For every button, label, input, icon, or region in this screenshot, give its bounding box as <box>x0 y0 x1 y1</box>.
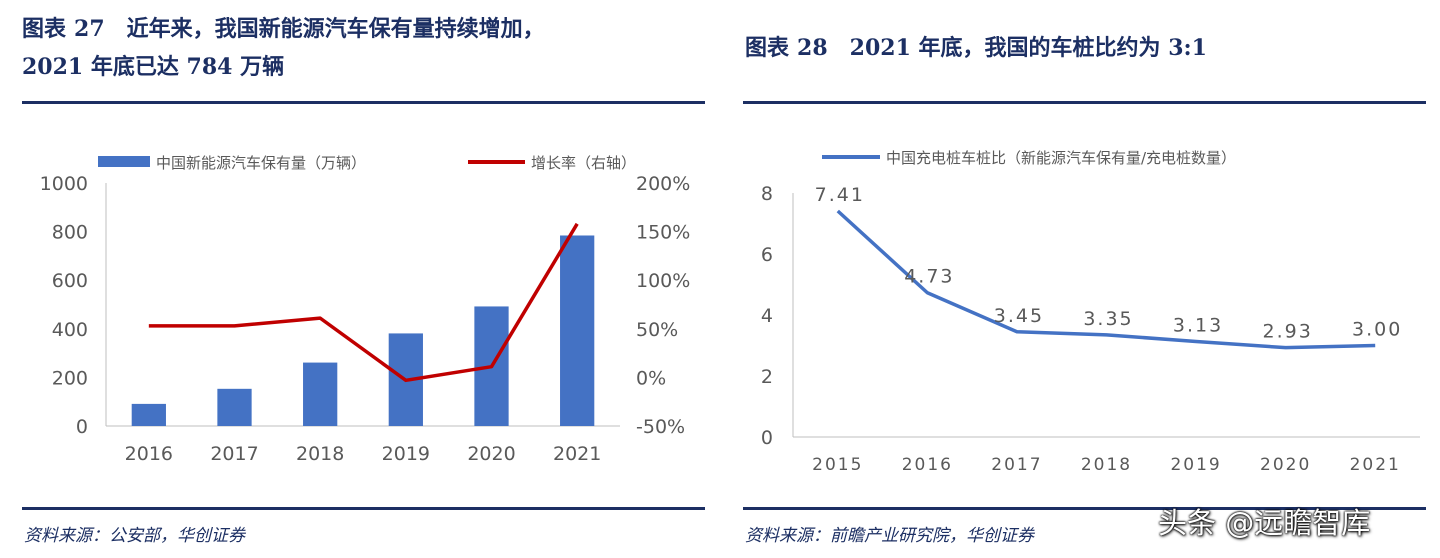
ratio-x-tick-label: 2020 <box>1260 455 1311 475</box>
right-axis-tick-label: -50% <box>636 416 685 438</box>
legend-bar-swatch <box>98 156 150 167</box>
ratio-data-label: 4.73 <box>904 266 954 288</box>
left-y-tick-label: 1000 <box>40 173 88 195</box>
ratio-x-tick-label: 2017 <box>991 455 1042 475</box>
left-y-tick-label: 800 <box>52 222 88 244</box>
ratio-line <box>836 209 1376 350</box>
ratio-data-label: 3.00 <box>1352 319 1402 341</box>
left-title-rule <box>22 101 705 104</box>
right-source-rule <box>743 507 1426 510</box>
right-axis-tick-label: 100% <box>636 270 690 292</box>
right-chart: 中国充电桩车桩比（新能源汽车保有量/充电桩数量） 0 2 4 6 8 2015 2016 2… <box>761 149 1420 475</box>
legend-bar-label: 中国新能源汽车保有量（万辆） <box>156 154 366 172</box>
bar-2017 <box>217 388 252 426</box>
legend-ratio-label: 中国充电桩车桩比（新能源汽车保有量/充电桩数量） <box>886 149 1236 167</box>
ratio-data-label: 3.13 <box>1173 315 1223 337</box>
ratio-x-tick-label: 2021 <box>1350 455 1401 475</box>
right-title-rule <box>743 101 1426 104</box>
right-axis-tick-label: 50% <box>636 319 678 341</box>
right-title-prefix: 图表 <box>745 35 790 61</box>
watermark: 头条 @远瞻智库 <box>1158 506 1371 540</box>
left-chart-title: 图表 27 近年来，我国新能源汽车保有量持续增加， 2021 年底已达 784 万辆 <box>22 10 545 86</box>
bar-2021 <box>560 235 595 426</box>
left-title-line2: 2021 年底已达 784 万辆 <box>22 54 285 80</box>
left-x-tick-label: 2016 <box>125 443 173 465</box>
legend-line-label: 增长率（右轴） <box>531 154 636 172</box>
ratio-x-tick-label: 2015 <box>812 455 863 475</box>
ratio-y-tick-label: 0 <box>761 427 773 449</box>
ratio-x-tick-label: 2018 <box>1081 455 1132 475</box>
left-x-tick-label: 2018 <box>296 443 344 465</box>
right-source: 资料来源：前瞻产业研究院，华创证券 <box>745 526 1034 546</box>
left-x-tick-label: 2020 <box>467 443 515 465</box>
right-chart-title: 图表 28 2021 年底，我国的车桩比约为 3:1 <box>745 29 1207 67</box>
left-title-line1: 近年来，我国新能源汽车保有量持续增加， <box>126 16 545 42</box>
right-axis-tick-label: 0% <box>636 367 666 389</box>
left-chart: 中国新能源汽车保有量（万辆） 增长率（右轴） 0 200 400 600 800 1000… <box>40 154 691 465</box>
right-title-text: 2021 年底，我国的车桩比约为 3:1 <box>849 35 1207 61</box>
ratio-x-tick-label: 2019 <box>1170 455 1221 475</box>
ratio-y-tick-label: 8 <box>761 183 773 205</box>
left-y-tick-label: 200 <box>52 367 88 389</box>
bar-2016 <box>131 403 166 426</box>
right-title-number: 28 <box>797 35 828 61</box>
left-x-tick-label: 2017 <box>210 443 258 465</box>
ratio-data-label: 3.45 <box>994 305 1044 327</box>
left-source-rule <box>22 507 705 510</box>
ratio-data-label: 7.41 <box>815 184 865 206</box>
ratio-y-tick-label: 6 <box>761 244 773 266</box>
ratio-data-label: 3.35 <box>1083 308 1133 330</box>
left-y-tick-label: 400 <box>52 319 88 341</box>
left-title-number: 27 <box>74 16 105 42</box>
ratio-x-tick-label: 2016 <box>902 455 953 475</box>
ratio-y-tick-label: 2 <box>761 366 773 388</box>
right-axis-tick-label: 200% <box>636 173 690 195</box>
growth-rate-line <box>148 222 579 383</box>
left-y-tick-label: 0 <box>76 416 88 438</box>
left-x-tick-label: 2021 <box>553 443 601 465</box>
left-source: 资料来源：公安部，华创证券 <box>24 526 245 546</box>
ratio-data-label: 2.93 <box>1262 321 1312 343</box>
left-y-tick-label: 600 <box>52 270 88 292</box>
ratio-y-tick-label: 4 <box>761 305 773 327</box>
right-axis-tick-label: 150% <box>636 222 690 244</box>
left-x-tick-label: 2019 <box>382 443 430 465</box>
bar-2018 <box>303 362 338 426</box>
left-title-prefix: 图表 <box>22 16 67 42</box>
